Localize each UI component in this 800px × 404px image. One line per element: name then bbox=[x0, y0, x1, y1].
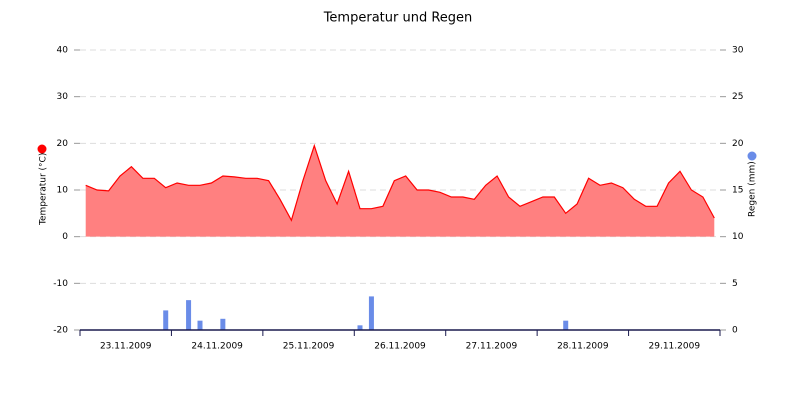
x-tick-label: 25.11.2009 bbox=[283, 342, 335, 352]
y2-tick-label: 30 bbox=[732, 46, 744, 56]
y2-tick-label: 15 bbox=[732, 186, 743, 196]
rain-bar bbox=[563, 320, 569, 330]
legend-marker bbox=[37, 144, 47, 154]
y-tick-label: 40 bbox=[57, 46, 69, 56]
y2-tick-label: 0 bbox=[732, 326, 738, 336]
rain-bar bbox=[357, 325, 363, 330]
rain-bar bbox=[368, 296, 374, 330]
temperature-area bbox=[85, 145, 715, 237]
y2-tick-label: 25 bbox=[732, 92, 743, 102]
rain-bar bbox=[186, 300, 192, 330]
y-tick-label: 0 bbox=[62, 232, 68, 242]
y-tick-label: 30 bbox=[57, 92, 69, 102]
y-tick-label: 20 bbox=[57, 139, 69, 149]
y-tick-label: -20 bbox=[53, 326, 68, 336]
rain-bar bbox=[197, 320, 203, 330]
legend-marker bbox=[747, 151, 757, 161]
y2-axis-label: Regen (mm) bbox=[748, 161, 758, 217]
y2-tick-label: 5 bbox=[732, 279, 738, 289]
y-axis-label: Temperatur (°C) bbox=[39, 153, 49, 226]
x-tick-label: 26.11.2009 bbox=[374, 342, 426, 352]
y2-tick-label: 10 bbox=[732, 232, 744, 242]
rain-bar bbox=[163, 310, 169, 330]
x-tick-label: 27.11.2009 bbox=[466, 342, 518, 352]
y-tick-label: -10 bbox=[53, 279, 68, 289]
rain-bar bbox=[220, 318, 226, 330]
x-tick-label: 28.11.2009 bbox=[557, 342, 609, 352]
x-tick-label: 29.11.2009 bbox=[649, 342, 701, 352]
x-tick-label: 23.11.2009 bbox=[100, 342, 152, 352]
x-tick-label: 24.11.2009 bbox=[191, 342, 243, 352]
y-tick-label: 10 bbox=[57, 186, 69, 196]
chart-title: Temperatur und Regen bbox=[323, 11, 473, 26]
temperature-line bbox=[85, 143, 715, 222]
y2-tick-label: 20 bbox=[732, 139, 744, 149]
